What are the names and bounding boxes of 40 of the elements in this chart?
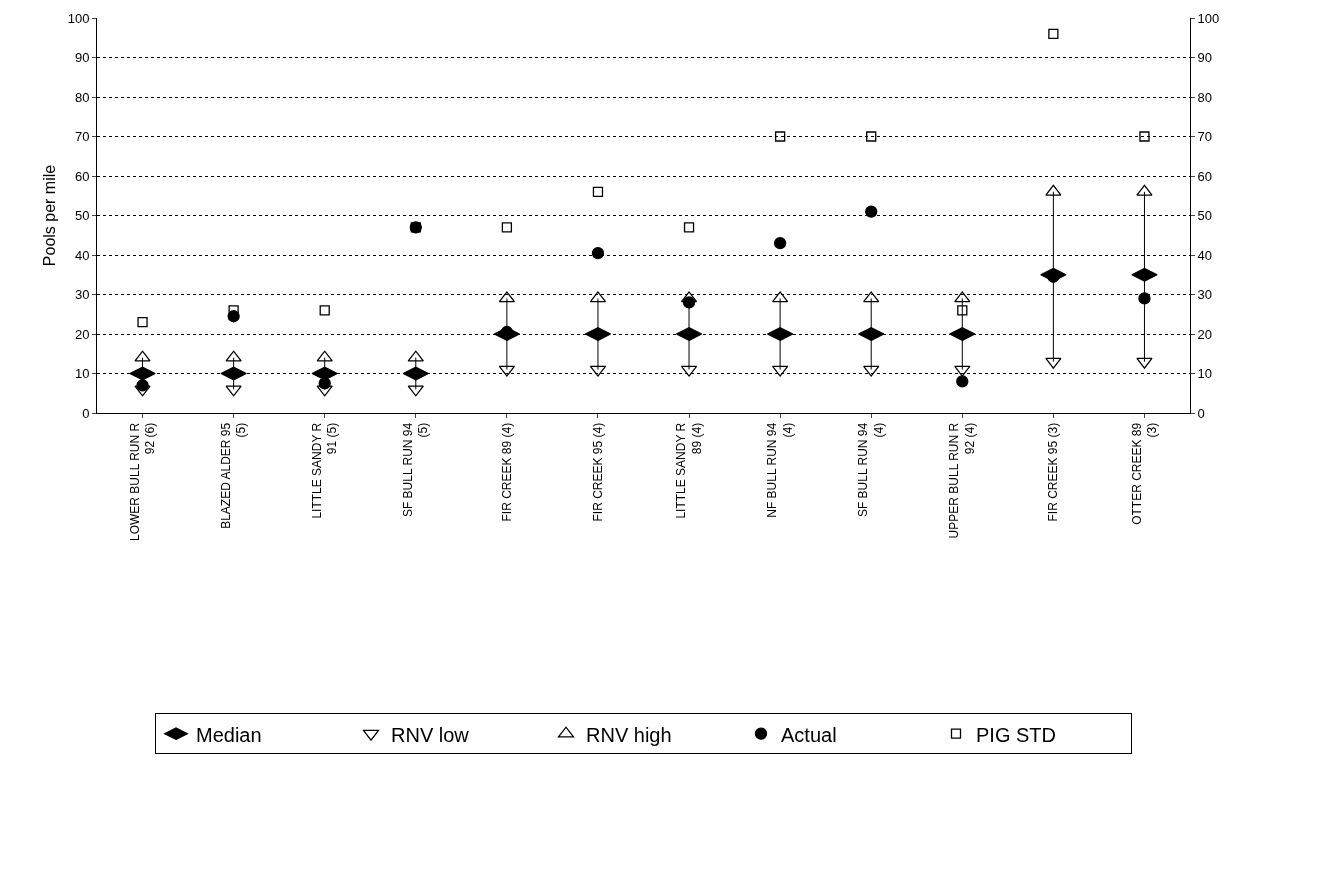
x-tick-label: UPPER BULL RUN R 92 (4) — [947, 422, 977, 539]
y-tick-label: 80 — [74, 89, 90, 105]
y2-tick-label: 20 — [1197, 326, 1213, 342]
y-tick-label: 60 — [74, 168, 90, 184]
x-tick-label: LITTLE SANDY R 89 (4) — [674, 422, 704, 519]
y2-tick-label: 0 — [1197, 405, 1205, 421]
x-tick-label: LOWER BULL RUN R 92 (6) — [127, 422, 158, 542]
y-tick-label: 20 — [74, 326, 90, 342]
y-tick-label: 90 — [74, 50, 90, 66]
x-tick-label: FIR CREEK 89 (4) — [499, 422, 514, 522]
legend-label: Actual — [781, 723, 837, 746]
x-tick-label: OTTER CREEK 89 (3) — [1129, 422, 1160, 525]
x-tick-label: SF BULL RUN 94 (5) — [400, 422, 431, 518]
y-axis-title: Pools per mile — [41, 164, 58, 267]
y2-tick-label: 10 — [1197, 366, 1213, 382]
y-tick-label: 70 — [74, 129, 90, 145]
x-tick-label: SF BULL RUN 94 (4) — [856, 422, 886, 518]
x-tick-label: FIR CREEK 95 (3) — [1046, 422, 1061, 522]
y2-tick-label: 80 — [1197, 89, 1213, 105]
y-tick-label: 30 — [74, 287, 90, 303]
y-tick-label: 50 — [74, 208, 90, 224]
y-tick-label: 10 — [74, 366, 90, 382]
legend-label: Median — [196, 723, 262, 746]
y2-tick-label: 50 — [1197, 208, 1213, 224]
y-tick-label: 40 — [74, 247, 90, 263]
x-tick-label: BLAZED ALDER 95 (5) — [218, 422, 249, 529]
legend-label: RNV low — [391, 723, 470, 746]
y2-tick-label: 30 — [1197, 287, 1213, 303]
y-tick-label: 100 — [67, 10, 90, 26]
x-tick-label: NF BULL RUN 94 (4) — [765, 422, 795, 518]
y-tick-label: 0 — [82, 405, 90, 421]
x-tick-label: FIR CREEK 95 (4) — [590, 422, 605, 522]
y2-tick-label: 70 — [1197, 129, 1213, 145]
y2-tick-label: 90 — [1197, 50, 1213, 66]
legend-label: RNV high — [586, 723, 672, 746]
y2-tick-label: 60 — [1197, 168, 1213, 184]
legend-label: PIG STD — [976, 723, 1057, 746]
y2-tick-label: 100 — [1197, 10, 1220, 26]
y2-tick-label: 40 — [1197, 247, 1213, 263]
x-tick-label: LITTLE SANDY R 91 (5) — [309, 422, 340, 519]
